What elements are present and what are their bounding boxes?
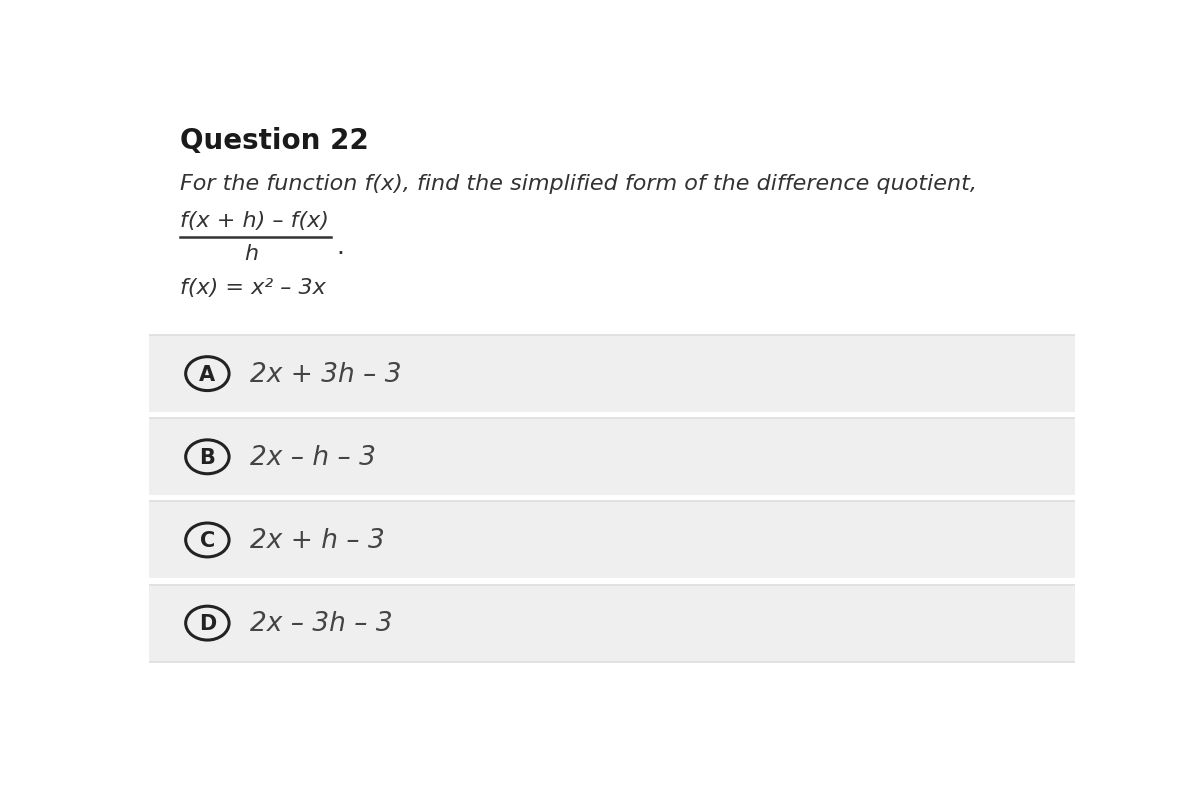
FancyBboxPatch shape (149, 585, 1075, 662)
Text: B: B (199, 447, 215, 467)
Text: 2x + 3h – 3: 2x + 3h – 3 (250, 361, 401, 387)
Text: D: D (198, 613, 216, 633)
Text: .: . (337, 235, 345, 259)
Text: For the function f(x), find the simplified form of the difference quotient,: For the function f(x), find the simplifi… (180, 174, 977, 194)
Text: h: h (245, 243, 259, 264)
Text: f(x) = x² – 3x: f(x) = x² – 3x (180, 278, 326, 298)
Text: A: A (199, 364, 215, 384)
Text: C: C (199, 530, 215, 551)
Text: f(x + h) – f(x): f(x + h) – f(x) (180, 211, 330, 231)
Text: 2x – h – 3: 2x – h – 3 (250, 444, 376, 470)
FancyBboxPatch shape (149, 418, 1075, 496)
Text: 2x + h – 3: 2x + h – 3 (250, 527, 384, 553)
Text: 2x – 3h – 3: 2x – 3h – 3 (250, 611, 393, 637)
Text: Question 22: Question 22 (180, 127, 369, 155)
FancyBboxPatch shape (149, 336, 1075, 413)
FancyBboxPatch shape (149, 502, 1075, 579)
